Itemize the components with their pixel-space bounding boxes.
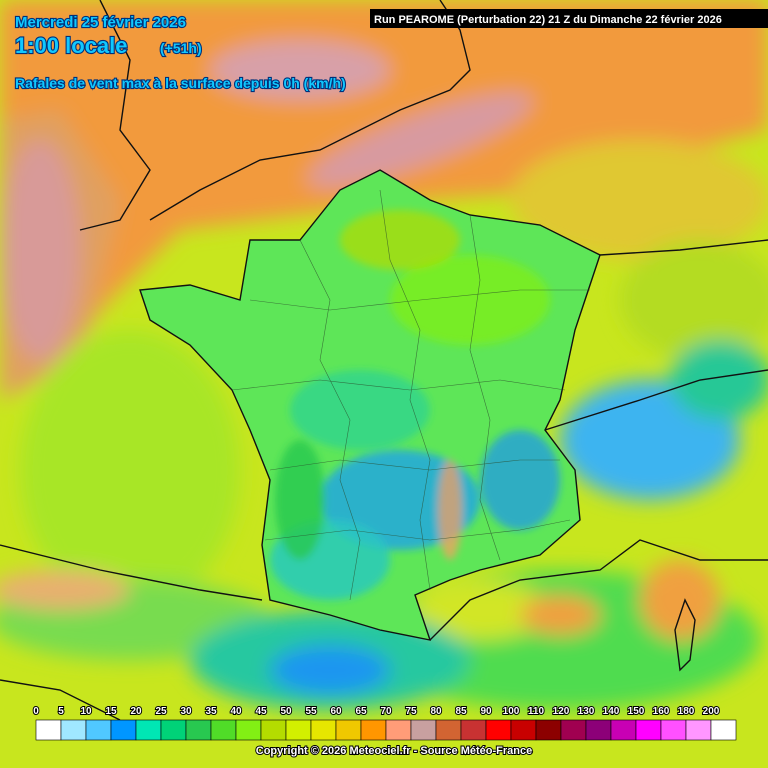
legend-tick-label: 100 [503, 706, 520, 717]
legend-tick-label: 160 [653, 706, 670, 717]
legend-tick-label: 75 [405, 706, 417, 717]
legend-swatch [585, 719, 612, 741]
legend-tick-label: 130 [578, 706, 595, 717]
legend-tick-label: 80 [430, 706, 442, 717]
legend-swatch [560, 719, 587, 741]
legend-tick-label: 65 [355, 706, 367, 717]
legend-tick-label: 70 [380, 706, 392, 717]
legend-swatch [260, 719, 287, 741]
legend-swatch [535, 719, 562, 741]
legend-swatch [35, 719, 62, 741]
offset-label: (+51h) [160, 40, 202, 56]
legend-tick-label: 35 [205, 706, 217, 717]
legend-swatch [335, 719, 362, 741]
time-label: 1:00 locale [15, 33, 128, 58]
legend-tick-label: 60 [330, 706, 342, 717]
legend-tick-label: 45 [255, 706, 267, 717]
legend-tick-label: 85 [455, 706, 467, 717]
legend-swatch [710, 719, 737, 741]
legend-tick-label: 110 [528, 706, 545, 717]
legend-swatch [185, 719, 212, 741]
legend-tick-label: 25 [155, 706, 167, 717]
legend-swatch [235, 719, 262, 741]
legend-tick-label: 5 [58, 706, 64, 717]
legend-swatch [510, 719, 537, 741]
copyright: Copyright © 2026 Meteociel.fr - Source M… [256, 745, 532, 757]
legend-swatch [635, 719, 662, 741]
legend-swatch [285, 719, 312, 741]
legend-swatch [210, 719, 237, 741]
legend-tick-label: 10 [80, 706, 92, 717]
france-detail [270, 210, 560, 600]
legend-tick-label: 120 [553, 706, 570, 717]
legend-tick-label: 30 [180, 706, 192, 717]
legend-swatch [435, 719, 462, 741]
legend-swatch [360, 719, 387, 741]
legend-tick-label: 0 [33, 706, 39, 717]
legend-swatch [410, 719, 437, 741]
legend-swatch [610, 719, 637, 741]
legend-swatch [110, 719, 137, 741]
legend-tick-label: 200 [703, 706, 720, 717]
legend-tick-label: 140 [603, 706, 620, 717]
parameter-label: Rafales de vent max à la surface depuis … [15, 75, 346, 91]
date-label: Mercredi 25 février 2026 [15, 14, 186, 31]
legend-swatch [660, 719, 687, 741]
legend-swatch [385, 719, 412, 741]
department-borders [231, 189, 590, 601]
legend-swatch [135, 719, 162, 741]
legend-tick-label: 90 [480, 706, 492, 717]
legend-swatch [460, 719, 487, 741]
legend-swatch [85, 719, 112, 741]
france-border [139, 169, 601, 641]
run-label: Run PEAROME (Perturbation 22) 21 Z du Di… [374, 14, 722, 26]
coastlines [0, 0, 768, 721]
legend-tick-label: 180 [678, 706, 695, 717]
run-banner [370, 9, 768, 28]
legend-swatch [310, 719, 337, 741]
legend-swatch [60, 719, 87, 741]
legend-swatch [160, 719, 187, 741]
legend-swatch [685, 719, 712, 741]
legend-swatch [485, 719, 512, 741]
legend-tick-label: 20 [130, 706, 142, 717]
legend-tick-label: 50 [280, 706, 292, 717]
legend-tick-label: 150 [628, 706, 645, 717]
color-legend: 0 5 10 15 20 25 30 35 40 45 50 55 60 65 70 75 80 85 90 100 1… [32, 705, 737, 741]
legend-tick-label: 55 [305, 706, 317, 717]
legend-tick-label: 15 [105, 706, 117, 717]
legend-tick-label: 40 [230, 706, 242, 717]
